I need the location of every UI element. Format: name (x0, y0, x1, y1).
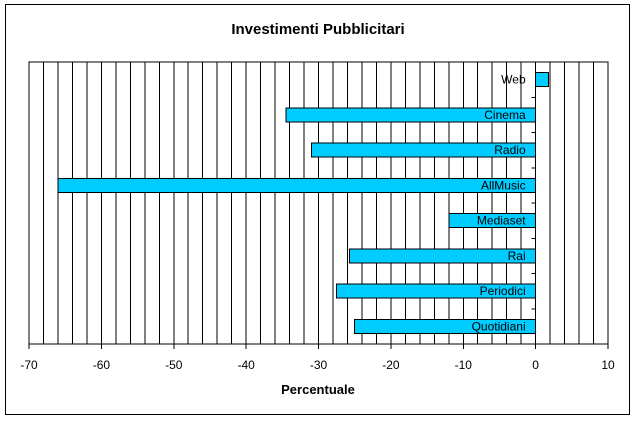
category-label: Quotidiani (472, 319, 526, 333)
category-label: AllMusic (481, 178, 526, 192)
category-label: Periodici (480, 284, 526, 298)
x-tick-label: 0 (532, 358, 539, 372)
x-tick-label: -60 (93, 358, 111, 372)
category-label: Radio (494, 143, 526, 157)
category-label: Cinema (484, 108, 526, 122)
bar-cinema (285, 107, 537, 123)
bar-mediaset (448, 213, 537, 229)
category-label: Mediaset (477, 214, 526, 228)
chart-title: Investimenti Pubblicitari (231, 21, 404, 38)
category-label: Rai (508, 249, 526, 263)
bar-rai (349, 248, 537, 264)
x-tick-label: -10 (455, 358, 473, 372)
bar-allmusic (57, 177, 537, 193)
bar-periodici (336, 283, 537, 299)
x-axis-label: Percentuale (281, 382, 355, 397)
x-tick-label: -20 (382, 358, 400, 372)
x-tick-label: -70 (20, 358, 38, 372)
bar-radio (310, 142, 537, 158)
x-tick-label: 10 (601, 358, 615, 372)
grid (42, 62, 595, 344)
x-tick-label: -30 (310, 358, 328, 372)
x-axis-ticks: -70 -60 -50 -40 -30 -20 -10 0 10 (20, 344, 615, 372)
chart-frame (5, 4, 630, 415)
bars: Web Cinema Radio AllMusic Mediaset Rai Periodi… (57, 61, 550, 345)
bar-web (535, 72, 550, 88)
bar-quotidiani (354, 318, 537, 334)
category-label: Web (501, 73, 526, 87)
x-tick-label: -50 (165, 358, 183, 372)
x-tick-label: -40 (237, 358, 255, 372)
